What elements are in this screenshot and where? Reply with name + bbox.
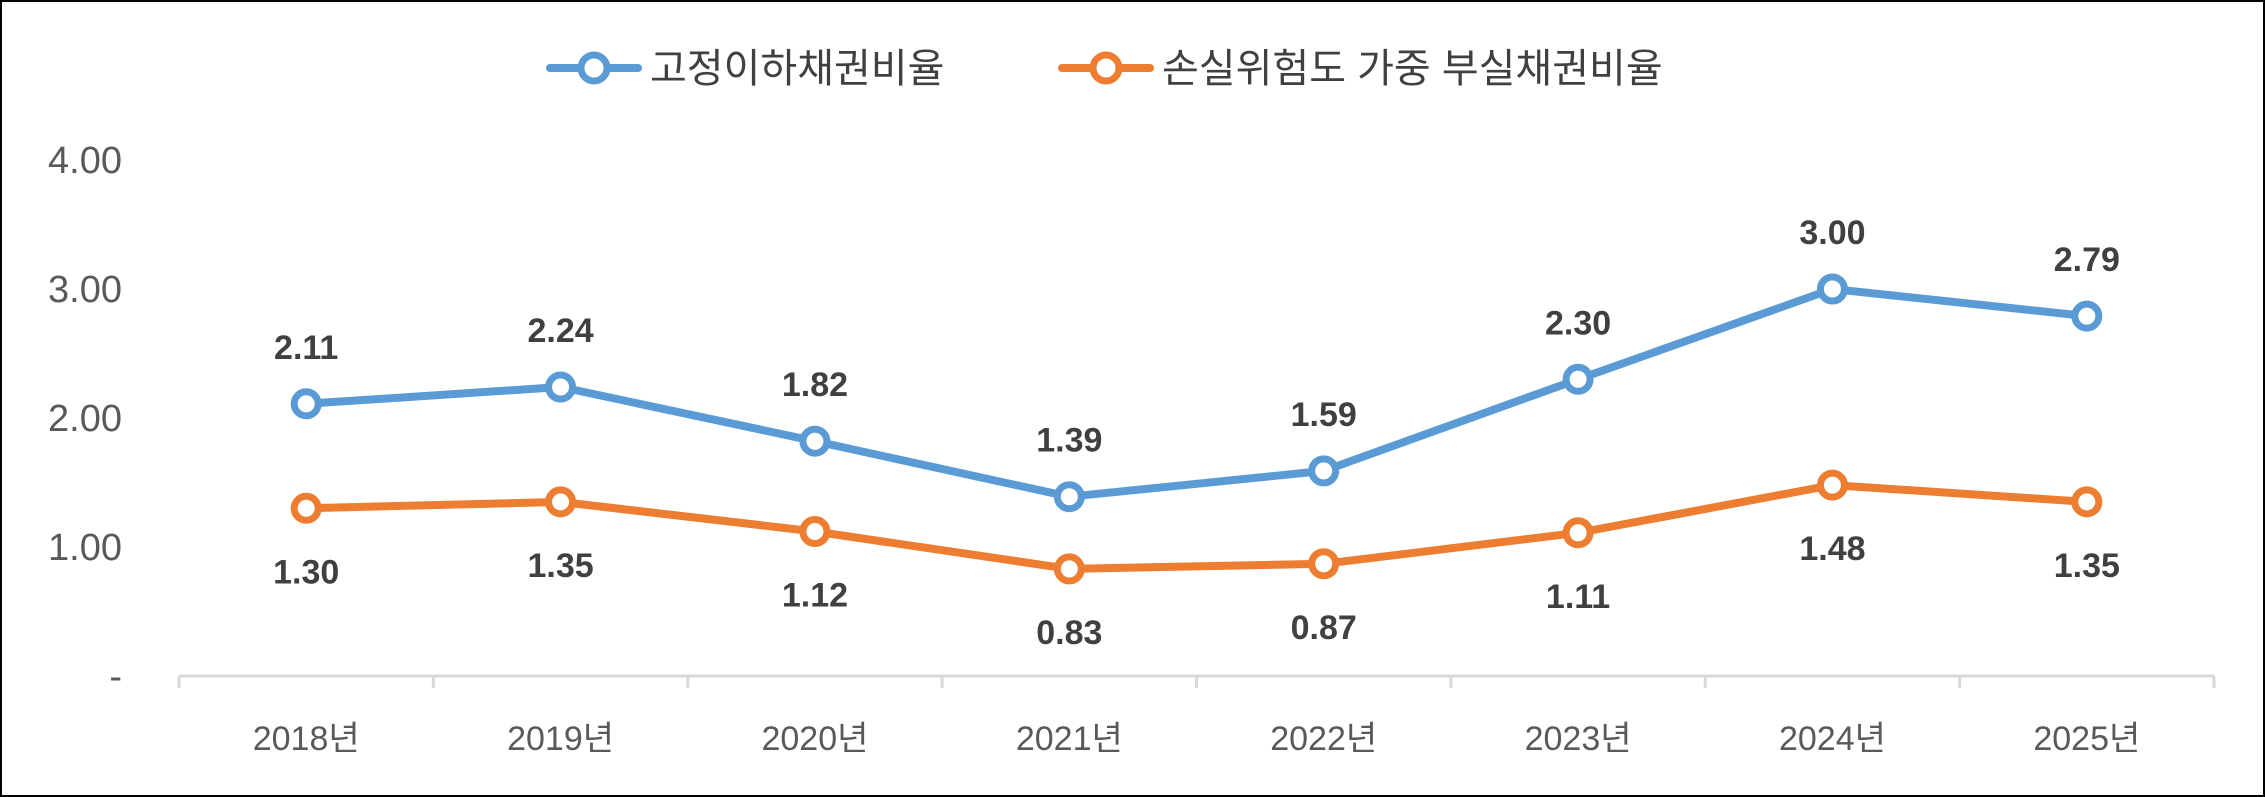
- legend-swatch-marker: [1089, 51, 1123, 85]
- series-1: [290, 273, 2103, 513]
- legend-swatch-marker: [577, 51, 611, 85]
- data-point: [290, 388, 322, 420]
- x-tick-label: 2025년: [2033, 720, 2140, 758]
- data-point: [1816, 273, 1848, 305]
- data-point: [1308, 455, 1340, 487]
- data-label: 0.83: [1036, 614, 1102, 652]
- series-line: [302, 481, 2091, 573]
- data-point: [1053, 481, 1085, 513]
- legend-label: 고정이하채권비율: [650, 47, 944, 91]
- legend-item: 손실위험도 가중 부실채권비율: [1058, 47, 1663, 91]
- data-point: [1053, 553, 1085, 585]
- x-tick-label: 2020년: [761, 720, 868, 758]
- data-label: 1.35: [527, 547, 593, 585]
- data-point: [799, 425, 831, 457]
- data-label: 2.30: [1545, 304, 1611, 342]
- data-label: 1.35: [2054, 547, 2120, 585]
- data-label: 1.30: [273, 553, 339, 591]
- data-point: [2071, 486, 2103, 518]
- data-label: 1.39: [1036, 422, 1102, 460]
- data-label: 1.48: [1799, 530, 1865, 568]
- y-tick-label: 2.00: [48, 398, 122, 440]
- data-point: [1308, 548, 1340, 580]
- data-label: 1.11: [1546, 578, 1610, 616]
- data-point: [1562, 363, 1594, 395]
- data-label: 3.00: [1799, 214, 1865, 252]
- data-label: 1.12: [782, 577, 848, 615]
- legend-label: 손실위험도 가중 부실채권비율: [1162, 47, 1663, 91]
- y-tick-label: 3.00: [48, 269, 122, 311]
- data-point: [2071, 300, 2103, 332]
- data-labels: 2.11 2.24 1.82 1.39 1.59 2.30 3.00 2.79 1.30 1.35…: [273, 214, 2120, 652]
- y-axis: - 1.00 2.00 3.00 4.00: [48, 140, 122, 698]
- data-point: [545, 371, 577, 403]
- data-label: 1.59: [1291, 396, 1357, 434]
- legend: 고정이하채권비율 손실위험도 가중 부실채권비율: [546, 47, 1663, 91]
- data-label: 0.87: [1291, 609, 1357, 647]
- y-tick-label: -: [109, 656, 122, 698]
- series-layer: [290, 273, 2103, 585]
- data-label: 2.11: [274, 329, 338, 367]
- data-label: 2.79: [2054, 241, 2120, 279]
- data-label: 1.82: [782, 366, 848, 404]
- data-point: [1562, 517, 1594, 549]
- data-point: [1816, 469, 1848, 501]
- x-tick-label: 2018년: [253, 720, 360, 758]
- x-tick-label: 2021년: [1016, 720, 1123, 758]
- x-tick-label: 2024년: [1779, 720, 1886, 758]
- x-tick-label: 2019년: [507, 720, 614, 758]
- data-label: 2.24: [527, 312, 593, 350]
- legend-item: 고정이하채권비율: [546, 47, 944, 91]
- x-tick-label: 2022년: [1270, 720, 1377, 758]
- y-tick-label: 4.00: [48, 140, 122, 182]
- x-axis: 2018년 2019년 2020년 2021년 2022년 2023년 2024년 2025년: [177, 674, 2216, 758]
- y-tick-label: 1.00: [48, 527, 122, 569]
- series-2: [290, 469, 2103, 585]
- series-line: [302, 285, 2091, 501]
- data-point: [290, 492, 322, 524]
- data-point: [545, 486, 577, 518]
- x-tick-label: 2023년: [1525, 720, 1632, 758]
- data-point: [799, 516, 831, 548]
